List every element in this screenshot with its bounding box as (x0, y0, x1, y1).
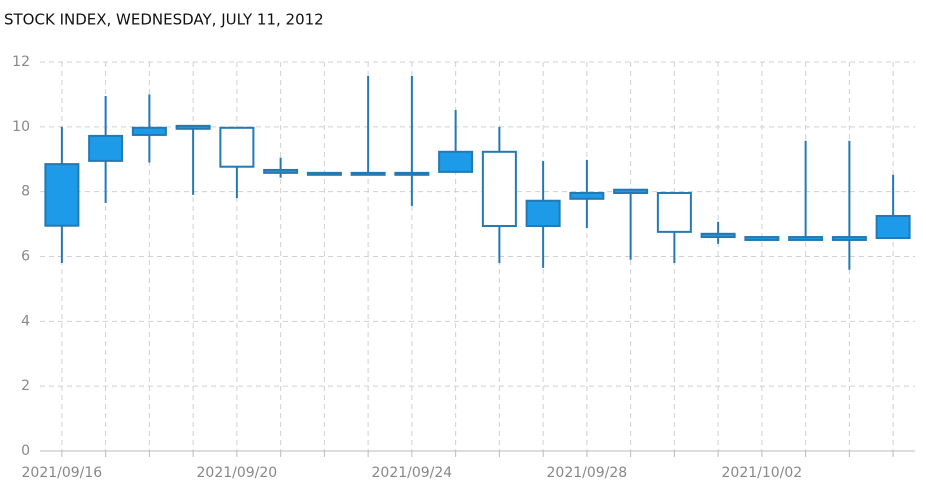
x-tick-label: 2021/09/24 (372, 465, 453, 481)
chart-title: STOCK INDEX, WEDNESDAY, JULY 11, 2012 (4, 11, 324, 29)
candle-body (613, 188, 649, 194)
candle-body (131, 126, 167, 136)
x-tick-label: 2021/09/28 (547, 465, 628, 481)
candle-body (481, 150, 517, 228)
x-tick-label: 2021/09/16 (22, 465, 103, 481)
candle-body (744, 236, 780, 241)
candle-body (306, 171, 342, 176)
candle-body (175, 124, 211, 130)
y-tick-label: 2 (21, 378, 30, 394)
candle-body (350, 171, 386, 176)
y-tick-label: 8 (21, 184, 30, 200)
candle-body (88, 134, 124, 162)
y-tick-label: 4 (21, 313, 30, 329)
x-tick-label: 2021/09/20 (197, 465, 278, 481)
candle-body (525, 199, 561, 228)
candle-body (831, 236, 867, 241)
candle-body (700, 232, 736, 239)
candle-body (438, 150, 474, 173)
y-tick-label: 10 (12, 119, 30, 135)
y-tick-label: 6 (21, 249, 30, 265)
x-tick-label: 2021/10/02 (722, 465, 803, 481)
candle-body (44, 163, 80, 227)
candle-body (263, 168, 299, 174)
candle-body (875, 214, 911, 240)
candle-body (569, 191, 605, 200)
candle-body (219, 126, 255, 168)
y-tick-label: 0 (21, 443, 30, 459)
candle-body (394, 171, 430, 176)
candle-body (788, 236, 824, 241)
y-tick-label: 12 (12, 54, 30, 70)
candle-body (656, 191, 692, 233)
